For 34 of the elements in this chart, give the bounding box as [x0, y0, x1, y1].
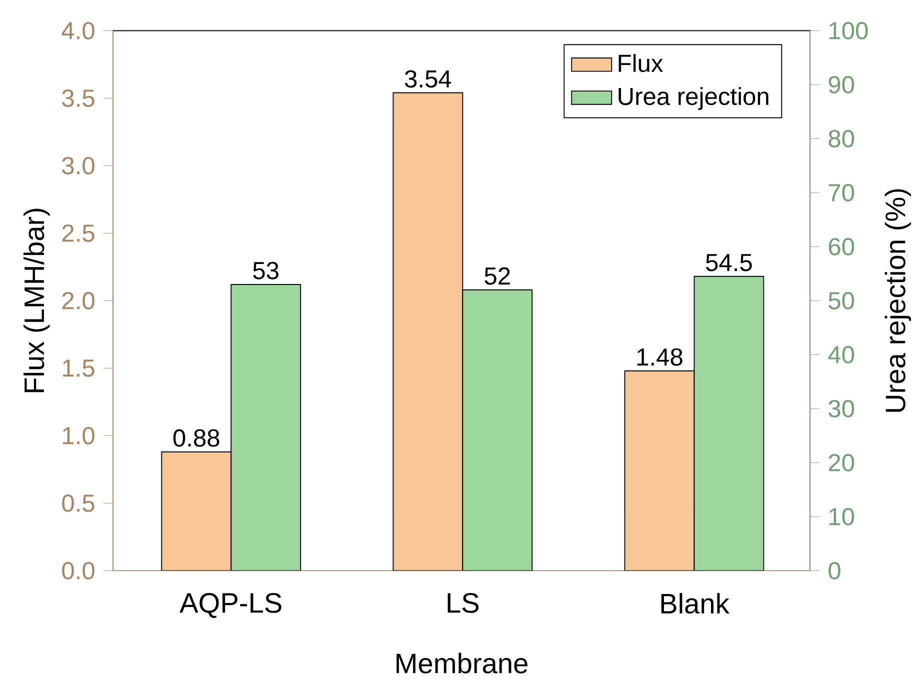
x-tick-label: Blank: [661, 593, 730, 614]
y-tick-label: 1.5: [63, 360, 94, 377]
data-label: 3.54: [404, 70, 452, 88]
legend-label: Flux: [618, 54, 663, 72]
data-label: 53: [253, 262, 278, 280]
y-tick-label: 4.0: [62, 22, 94, 40]
x-axis-title: Membrane: [396, 652, 528, 674]
y-tick-label: 0.0: [62, 562, 94, 580]
x-tick-label: LS: [448, 593, 479, 613]
data-label: 1.48: [637, 348, 682, 366]
y2-tick-label: 100: [830, 22, 868, 40]
x-tick-label: AQP-LS: [180, 593, 282, 618]
legend-label: Urea rejection: [618, 87, 768, 110]
y2-tick-label: 90: [828, 76, 854, 94]
y-tick-label: 3.0: [62, 156, 94, 174]
data-label: 54.5: [706, 254, 752, 272]
data-label: 0.88: [173, 429, 220, 447]
y2-tick-label: 50: [828, 292, 854, 310]
y-tick-label: 2.0: [62, 292, 94, 310]
y2-tick-label: 0: [828, 562, 840, 580]
y-tick-label: 3.5: [62, 89, 94, 107]
y2-tick-label: 70: [828, 184, 854, 202]
y2-tick-label: 30: [828, 400, 854, 418]
y2-axis-title: Urea rejection (%): [884, 189, 912, 412]
y2-tick-label: 10: [830, 508, 854, 526]
y-axis-title: Flux (LMH/bar): [24, 208, 50, 392]
y-tick-label: 2.5: [62, 224, 94, 242]
y2-tick-label: 40: [828, 346, 854, 364]
y2-tick-label: 60: [828, 238, 854, 256]
data-label: 52: [484, 267, 510, 285]
y-tick-label: 0.5: [62, 494, 94, 512]
y-tick-label: 1.0: [63, 426, 94, 444]
y2-tick-label: 20: [828, 454, 854, 472]
y2-tick-label: 80: [828, 130, 854, 148]
